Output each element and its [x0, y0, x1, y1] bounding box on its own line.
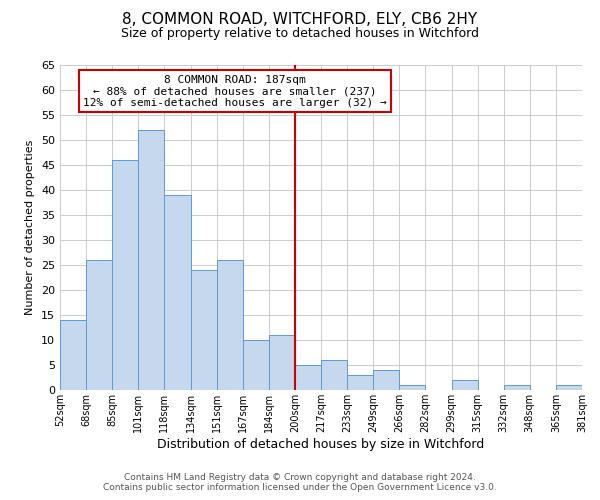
- Bar: [504, 385, 530, 390]
- Bar: [191, 270, 217, 390]
- Bar: [452, 380, 478, 390]
- Bar: [242, 340, 269, 390]
- Bar: [86, 260, 112, 390]
- Bar: [373, 370, 400, 390]
- Bar: [60, 320, 86, 390]
- Text: Size of property relative to detached houses in Witchford: Size of property relative to detached ho…: [121, 28, 479, 40]
- Bar: [556, 385, 582, 390]
- Y-axis label: Number of detached properties: Number of detached properties: [25, 140, 35, 315]
- Bar: [400, 385, 425, 390]
- Bar: [139, 130, 164, 390]
- Bar: [321, 360, 347, 390]
- X-axis label: Distribution of detached houses by size in Witchford: Distribution of detached houses by size …: [157, 438, 485, 450]
- Text: Contains HM Land Registry data © Crown copyright and database right 2024.
Contai: Contains HM Land Registry data © Crown c…: [103, 473, 497, 492]
- Bar: [112, 160, 139, 390]
- Text: 8, COMMON ROAD, WITCHFORD, ELY, CB6 2HY: 8, COMMON ROAD, WITCHFORD, ELY, CB6 2HY: [122, 12, 478, 28]
- Bar: [347, 375, 373, 390]
- Bar: [269, 335, 295, 390]
- Bar: [295, 365, 321, 390]
- Bar: [217, 260, 243, 390]
- Bar: [164, 195, 191, 390]
- Text: 8 COMMON ROAD: 187sqm
← 88% of detached houses are smaller (237)
12% of semi-det: 8 COMMON ROAD: 187sqm ← 88% of detached …: [83, 74, 387, 108]
